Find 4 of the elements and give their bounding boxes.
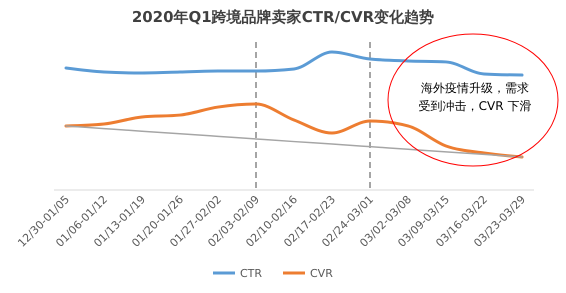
- chart-title: 2020年Q1跨境品牌卖家CTR/CVR变化趋势: [132, 8, 434, 26]
- annotation: 海外疫情升级，需求受到冲击，CVR 下滑: [418, 81, 532, 113]
- legend-label: CVR: [310, 267, 334, 280]
- legend-label: CTR: [240, 267, 262, 280]
